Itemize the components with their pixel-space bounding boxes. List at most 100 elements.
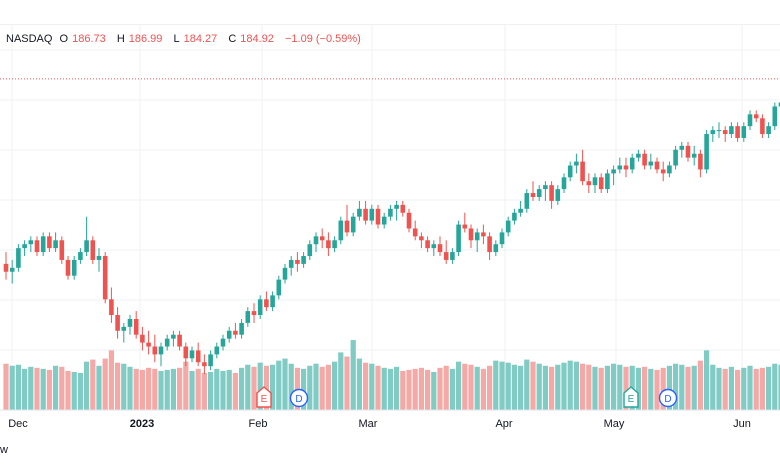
volume-bar [530, 361, 536, 410]
candle-body [543, 185, 548, 190]
footer-text: w [0, 444, 8, 456]
candle-body [270, 295, 275, 308]
candle-body [518, 208, 523, 213]
candle-body [226, 330, 232, 339]
volume-bar [301, 368, 307, 410]
candle-body [22, 244, 27, 249]
candle-body [450, 252, 455, 260]
volume-bar [474, 366, 480, 410]
volume-bar [325, 364, 331, 410]
volume-bar [418, 367, 424, 410]
volume-bar [177, 367, 183, 410]
volume-bar [34, 367, 40, 410]
candle-body [394, 204, 399, 209]
candle-body [419, 236, 424, 241]
candle-body [146, 342, 151, 347]
volume-bar [108, 350, 114, 410]
volume-bar [766, 366, 772, 410]
close-value: 184.92 [240, 33, 274, 45]
candle-body [592, 177, 598, 186]
candle-body [257, 299, 263, 316]
candle-body [598, 177, 604, 190]
candle-body [140, 334, 145, 343]
volume-bar [28, 366, 34, 410]
volume-bar [456, 361, 462, 410]
volume-bar [741, 367, 747, 410]
volume-bar [536, 363, 542, 410]
volume-bar [592, 366, 598, 410]
volume-bar [338, 352, 344, 410]
candle-body [90, 240, 96, 260]
candle-body [481, 232, 486, 237]
candle-body [524, 193, 530, 209]
volume-bar [127, 366, 133, 410]
candle-body [530, 193, 536, 197]
candle-body [65, 259, 71, 276]
candle-body [691, 153, 697, 158]
candle-body [667, 165, 672, 174]
candle-body [115, 315, 120, 331]
volume-bars [3, 340, 780, 410]
candle-body [369, 208, 375, 221]
volume-bar [735, 369, 741, 410]
candle-body [109, 299, 114, 316]
low-label: L [173, 33, 180, 45]
candle-body [468, 228, 474, 241]
low-value: 184.27 [183, 33, 218, 45]
candle-body [729, 126, 734, 135]
volume-bar [580, 363, 586, 410]
volume-bar [152, 368, 158, 410]
candle-body [158, 346, 164, 355]
candle-body [673, 149, 678, 166]
price-chart[interactable]: E D E D Dec 2023 Feb Mar Apr May Jun [0, 0, 780, 436]
volume-bar [406, 369, 412, 410]
candle-body [288, 259, 294, 268]
volume-bar [542, 365, 548, 410]
volume-bar [65, 370, 71, 410]
volume-bar [201, 372, 207, 410]
volume-bar [375, 365, 381, 410]
volume-bar [369, 363, 375, 410]
high-label: H [116, 33, 125, 45]
candle-body [406, 212, 412, 229]
volume-bar [443, 365, 449, 410]
candle-body [121, 326, 127, 331]
volume-bar [102, 358, 108, 410]
volume-bar [617, 364, 623, 410]
volume-bar [220, 370, 226, 410]
candle-body [375, 208, 381, 225]
volume-bar [146, 367, 152, 410]
open-label: O [59, 33, 69, 45]
candle-body [654, 161, 660, 170]
volume-bar [294, 367, 300, 410]
volume-bar [487, 365, 493, 410]
candle-body [326, 240, 331, 249]
volume-bar [257, 362, 263, 410]
volume-bar [53, 365, 59, 410]
x-axis: Dec 2023 Feb Mar Apr May Jun [0, 409, 780, 430]
candle-body [338, 220, 344, 241]
candle-body [245, 311, 251, 323]
candle-body [381, 216, 387, 225]
candle-body [202, 362, 207, 367]
volume-bar [22, 368, 28, 410]
candle-body [239, 322, 244, 335]
candle-body [28, 240, 34, 245]
candle-body [536, 189, 542, 197]
volume-bar [710, 364, 716, 410]
candle-body [704, 134, 709, 170]
volume-bar [704, 350, 710, 410]
volume-bar [263, 365, 269, 410]
volume-bar [778, 364, 780, 410]
candle-body [499, 232, 505, 245]
volume-bar [561, 362, 567, 410]
volume-bar [195, 368, 201, 410]
candle-body [295, 259, 300, 264]
candle-body [636, 153, 641, 158]
ohlc-legend: NASDAQ O 186.73 H 186.99 L 184.27 C 184.92 −… [6, 33, 365, 45]
candle-body [443, 252, 449, 260]
volume-bar [567, 360, 573, 410]
candle-body [561, 177, 567, 190]
marker-label: E [261, 394, 268, 405]
volume-bar [282, 358, 288, 410]
